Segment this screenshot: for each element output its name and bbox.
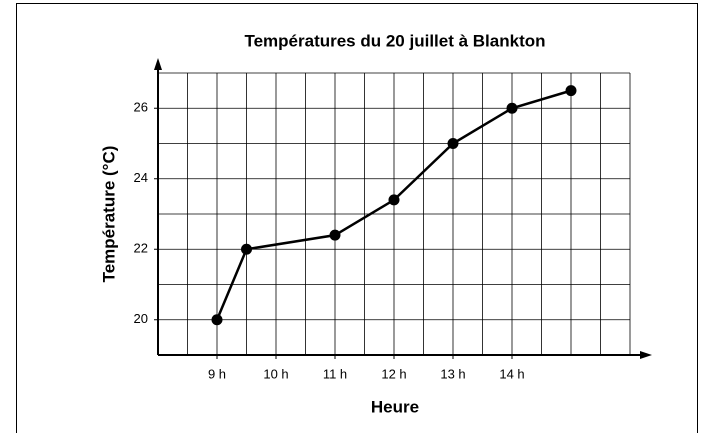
- y-tick-label: 22: [134, 241, 148, 256]
- point: [565, 85, 577, 97]
- x-axis-arrow: [640, 351, 652, 359]
- x-tick-label: 12 h: [381, 366, 406, 381]
- point: [506, 102, 518, 114]
- x-tick-label: 9 h: [208, 366, 226, 381]
- x-tick-label: 11 h: [323, 366, 347, 381]
- point: [329, 229, 341, 241]
- x-tick-label: 14 h: [499, 366, 524, 381]
- x-axis-label: Heure: [371, 397, 419, 416]
- y-tick-label: 26: [134, 100, 148, 115]
- point: [447, 138, 459, 149]
- point: [211, 314, 223, 326]
- y-tick-label: 20: [134, 311, 148, 326]
- x-tick-label: 10 h: [263, 366, 288, 381]
- y-axis-label: Température (°C): [99, 146, 118, 283]
- y-tick-label: 24: [134, 170, 148, 185]
- y-axis-arrow: [154, 58, 162, 70]
- point: [241, 243, 252, 255]
- x-tick-label: 13 h: [440, 366, 465, 381]
- point: [388, 194, 400, 206]
- chart-title: Températures du 20 juillet à Blankton: [244, 31, 545, 50]
- frame: [16, 3, 698, 433]
